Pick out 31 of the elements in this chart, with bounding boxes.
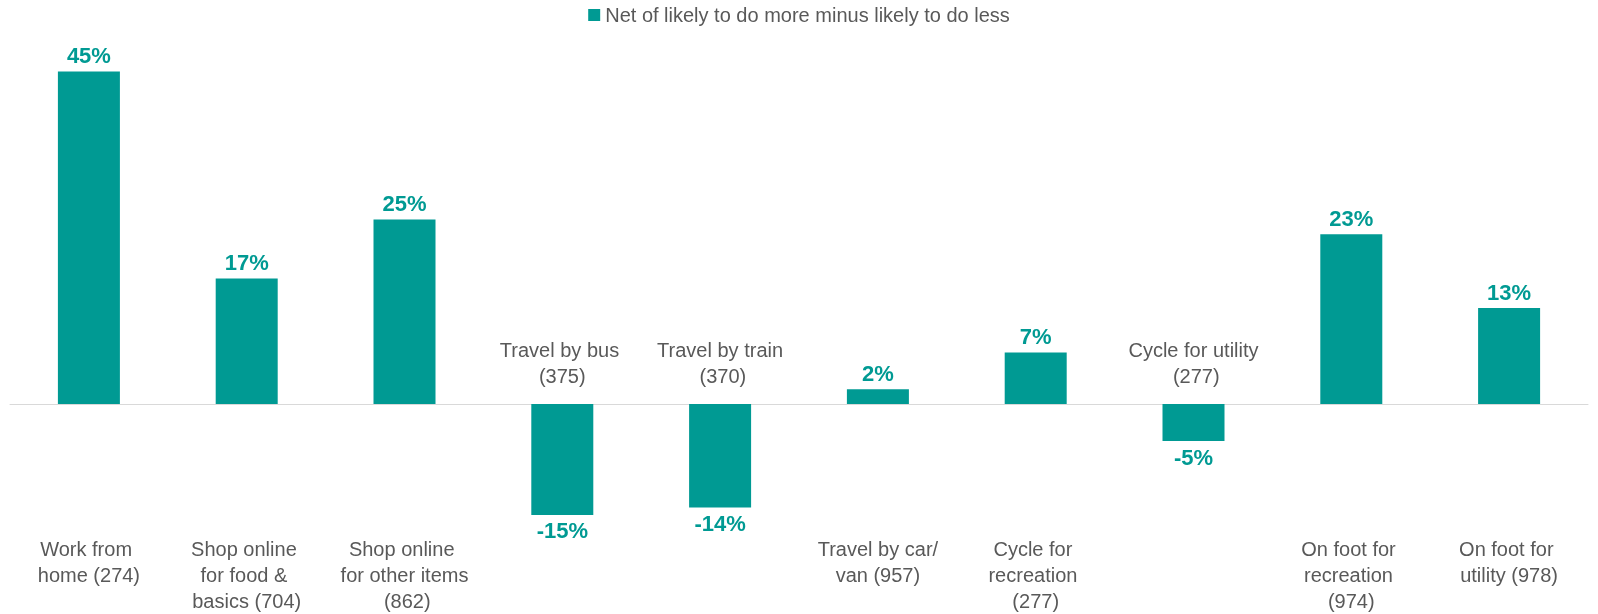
- x-tick-label: Travel by car/van (957): [817, 538, 939, 586]
- bar: [1162, 404, 1225, 442]
- x-tick-label: On foot for utility (978): [1459, 538, 1560, 586]
- data-label: 25%: [382, 190, 427, 216]
- data-label: -5%: [1173, 444, 1214, 470]
- bar: [1004, 352, 1067, 405]
- data-label: 13%: [1487, 279, 1532, 305]
- bar: [215, 278, 278, 405]
- bar: [689, 404, 752, 508]
- x-tick-label: Shop online for other items (862): [340, 538, 469, 612]
- data-label: 23%: [1329, 205, 1374, 231]
- data-label: 17%: [224, 249, 269, 275]
- data-label: 2%: [862, 360, 894, 386]
- bar: [57, 71, 120, 405]
- legend-label: Net of likely to do more minus likely to do less: [605, 4, 1010, 26]
- x-tick-label: Work from home (274): [37, 538, 141, 586]
- bar: [373, 219, 436, 405]
- bar: [846, 389, 909, 405]
- bar: [531, 404, 594, 515]
- x-tick-label: Shop online for food & basics (704): [191, 538, 303, 612]
- x-tick-label: Cycle for recreation (277): [988, 538, 1083, 612]
- data-label: -15%: [536, 518, 588, 544]
- x-tick-label: Travel by bus (375): [499, 338, 625, 387]
- data-label: 7%: [1019, 323, 1052, 349]
- bar: [1478, 308, 1541, 405]
- x-tick-label: Cycle for utility (277): [1128, 338, 1259, 387]
- data-label: 45%: [66, 43, 111, 69]
- x-tick-label: On foot for recreation (974): [1301, 538, 1402, 612]
- bar: [1320, 234, 1383, 405]
- x-tick-label: Travel by train (370): [657, 338, 784, 387]
- data-label: -14%: [694, 511, 746, 537]
